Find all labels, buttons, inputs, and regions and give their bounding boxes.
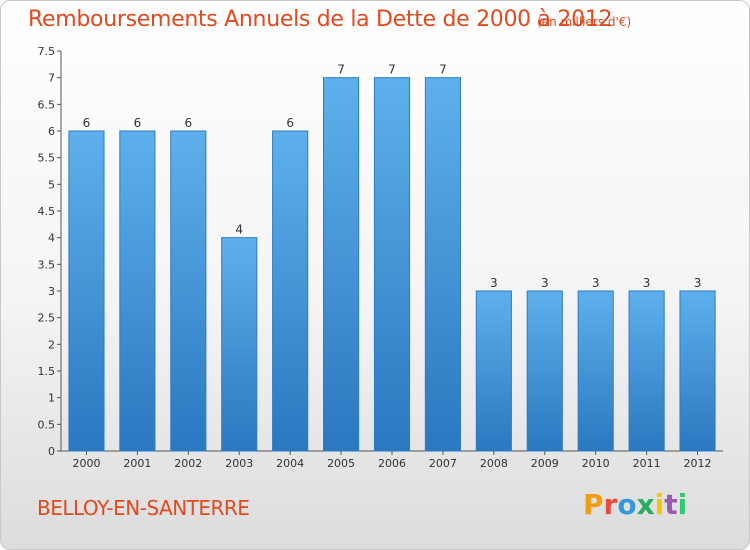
x-tick-label-2005: 2005 (327, 457, 355, 470)
data-label-2006: 7 (388, 63, 396, 77)
bar-2005 (323, 77, 360, 452)
bar-2004 (272, 130, 309, 452)
brand-letter: x (636, 488, 655, 521)
brand-letter: i (654, 488, 665, 521)
bar-2003 (221, 237, 258, 452)
bar-2001 (119, 130, 156, 452)
bar-2009 (526, 290, 563, 452)
y-tick-label: 0 (48, 445, 55, 458)
bar-2010 (577, 290, 614, 452)
y-tick-label: 3 (48, 285, 55, 298)
brand-letter: P (583, 488, 604, 521)
y-tick-label: 3.5 (38, 258, 56, 271)
x-tick-label-2001: 2001 (123, 457, 151, 470)
proxiti-logo: Proxiti (583, 488, 687, 521)
y-tick-label: 4.5 (38, 205, 56, 218)
data-label-2003: 4 (235, 223, 243, 237)
data-label-2004: 6 (286, 116, 294, 130)
x-tick-label-2006: 2006 (378, 457, 406, 470)
data-label-2011: 3 (643, 276, 651, 290)
brand-letter: r (603, 488, 618, 521)
y-tick-label: 5.5 (38, 152, 56, 165)
bar-2011 (628, 290, 665, 452)
brand-letter: o (617, 488, 637, 521)
x-tick-label-2012: 2012 (684, 457, 712, 470)
data-label-2007: 7 (439, 63, 447, 77)
y-tick-label: 6.5 (38, 98, 56, 111)
y-tick-label: 4 (48, 232, 55, 245)
y-tick-label: 1 (48, 392, 55, 405)
chart-title: Remboursements Annuels de la Dette de 20… (28, 7, 613, 32)
y-tick-label: 7 (48, 72, 55, 85)
data-label-2005: 7 (337, 63, 345, 77)
x-tick-label-2000: 2000 (72, 457, 100, 470)
data-label-2012: 3 (694, 276, 702, 290)
data-label-2008: 3 (490, 276, 498, 290)
y-tick-label: 2 (48, 338, 55, 351)
brand-letter: i (677, 488, 688, 521)
x-tick-label-2003: 2003 (225, 457, 253, 470)
bar-2012 (679, 290, 716, 452)
bar-2002 (170, 130, 207, 452)
bar-2006 (373, 77, 411, 452)
brand-letter: t (664, 488, 678, 521)
commune-name: BELLOY-EN-SANTERRE (37, 496, 250, 520)
x-tick-label-2002: 2002 (174, 457, 202, 470)
x-tick-label-2004: 2004 (276, 457, 304, 470)
data-label-2001: 6 (134, 116, 142, 130)
y-tick-label: 7.5 (38, 45, 56, 58)
y-tick-label: 5 (48, 178, 55, 191)
bar-2000 (68, 130, 105, 452)
data-label-2009: 3 (541, 276, 549, 290)
data-label-2000: 6 (83, 116, 91, 130)
x-tick-label-2010: 2010 (582, 457, 610, 470)
x-tick-label-2008: 2008 (480, 457, 508, 470)
data-label-2010: 3 (592, 276, 600, 290)
bar-2007 (424, 77, 461, 452)
bar-2008 (475, 290, 512, 452)
y-tick-label: 1.5 (38, 365, 56, 378)
x-tick-label-2007: 2007 (429, 457, 457, 470)
y-tick-label: 2.5 (38, 312, 56, 325)
y-tick-label: 6 (48, 125, 55, 138)
x-tick-label-2009: 2009 (531, 457, 559, 470)
y-tick-label: 0.5 (38, 418, 56, 431)
x-tick-label-2011: 2011 (633, 457, 661, 470)
chart-subtitle: (en milliers d'€) (537, 15, 632, 29)
data-label-2002: 6 (184, 116, 192, 130)
